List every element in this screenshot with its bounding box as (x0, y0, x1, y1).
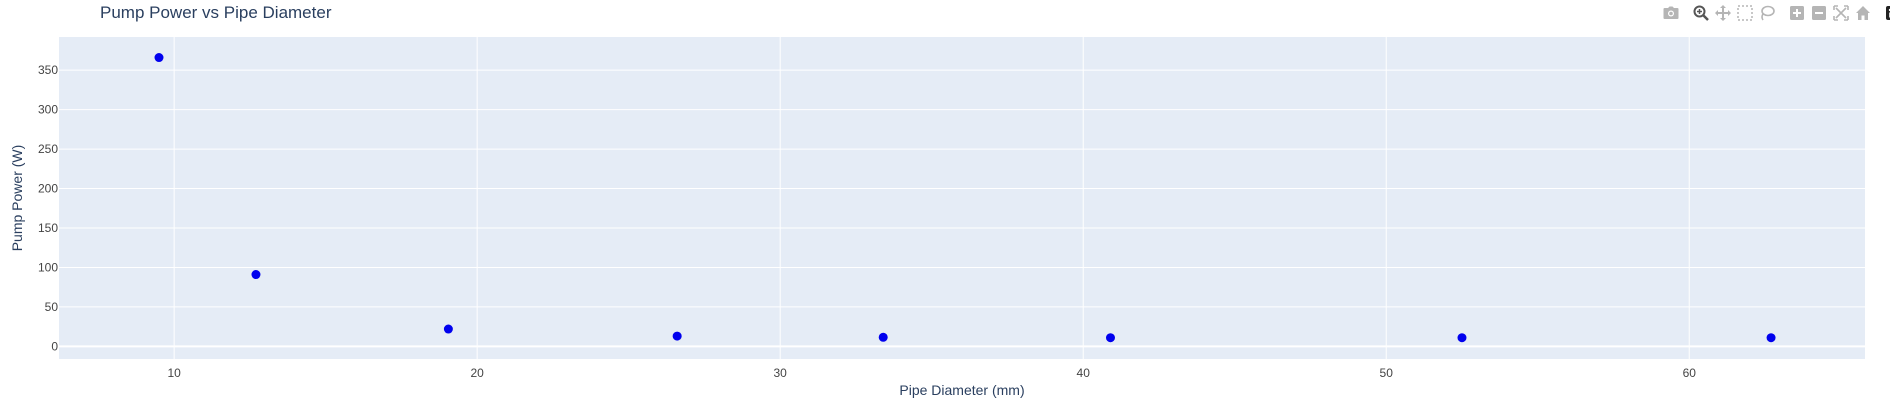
pan-icon[interactable] (1712, 2, 1734, 24)
home-icon[interactable] (1852, 2, 1874, 24)
lasso-select-icon[interactable] (1756, 2, 1778, 24)
x-tick-label: 10 (167, 366, 181, 380)
y-tick-label: 0 (51, 339, 58, 353)
zoom-out-icon[interactable] (1808, 2, 1830, 24)
plot-background[interactable] (59, 37, 1865, 359)
data-point[interactable] (672, 331, 682, 341)
y-tick-label: 100 (38, 260, 58, 274)
modebar-group-view (1786, 2, 1874, 24)
data-point[interactable] (1105, 333, 1115, 343)
zoom-in-icon[interactable] (1786, 2, 1808, 24)
x-axis-title: Pipe Diameter (mm) (899, 382, 1024, 398)
data-points (154, 53, 1776, 343)
autoscale-icon[interactable] (1830, 2, 1852, 24)
y-tick-label: 350 (38, 63, 58, 77)
grid (59, 37, 1865, 359)
zoom-icon[interactable] (1690, 2, 1712, 24)
y-axis-title: Pump Power (W) (9, 145, 25, 252)
x-tick-label: 60 (1683, 366, 1697, 380)
modebar-group-export (1660, 2, 1682, 24)
chart-title: Pump Power vs Pipe Diameter (100, 3, 332, 22)
y-tick-label: 150 (38, 221, 58, 235)
y-tick-label: 250 (38, 142, 58, 156)
data-point[interactable] (251, 270, 261, 280)
x-tick-label: 30 (774, 366, 788, 380)
data-point[interactable] (1766, 333, 1776, 343)
modebar-group-logo (1882, 2, 1890, 24)
x-tick-label: 40 (1077, 366, 1091, 380)
y-tick-label: 300 (38, 103, 58, 117)
y-tick-label: 50 (45, 300, 59, 314)
plotly-logo-icon[interactable] (1882, 2, 1890, 24)
x-tick-label: 50 (1380, 366, 1394, 380)
modebar-group-select (1690, 2, 1778, 24)
data-point[interactable] (443, 324, 453, 334)
camera-icon[interactable] (1660, 2, 1682, 24)
modebar (1660, 2, 1890, 24)
y-tick-label: 200 (38, 182, 58, 196)
tick-labels: 10 20 30 40 50 60 0 50 100 150 200 250 300 350 (38, 63, 1696, 380)
data-point[interactable] (1457, 333, 1467, 343)
data-point[interactable] (878, 332, 888, 342)
box-select-icon[interactable] (1734, 2, 1756, 24)
x-tick-label: 20 (470, 366, 484, 380)
data-point[interactable] (154, 53, 164, 63)
